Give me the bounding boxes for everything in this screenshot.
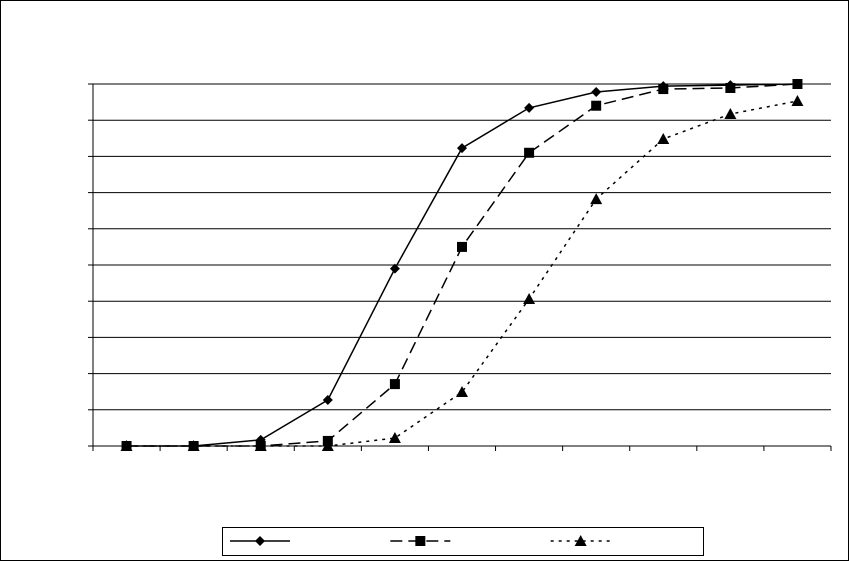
point [591,100,602,111]
point [658,84,669,95]
point [457,241,467,252]
point [524,147,535,158]
point [590,193,603,205]
point [523,293,536,305]
point [322,395,333,406]
point [254,440,267,451]
point [591,86,602,97]
legend [222,527,704,556]
legend-marker [415,536,426,546]
point [389,379,400,390]
point [657,133,670,145]
point [389,263,400,274]
point [187,440,200,451]
legend-marker [255,536,265,546]
point [724,108,737,120]
point [457,143,467,154]
point [524,102,535,113]
point [456,386,468,398]
point [388,432,401,444]
point [321,440,334,451]
point [120,440,133,451]
point [792,79,803,89]
legend-marker [574,535,587,546]
point [791,95,804,107]
point [725,82,736,93]
